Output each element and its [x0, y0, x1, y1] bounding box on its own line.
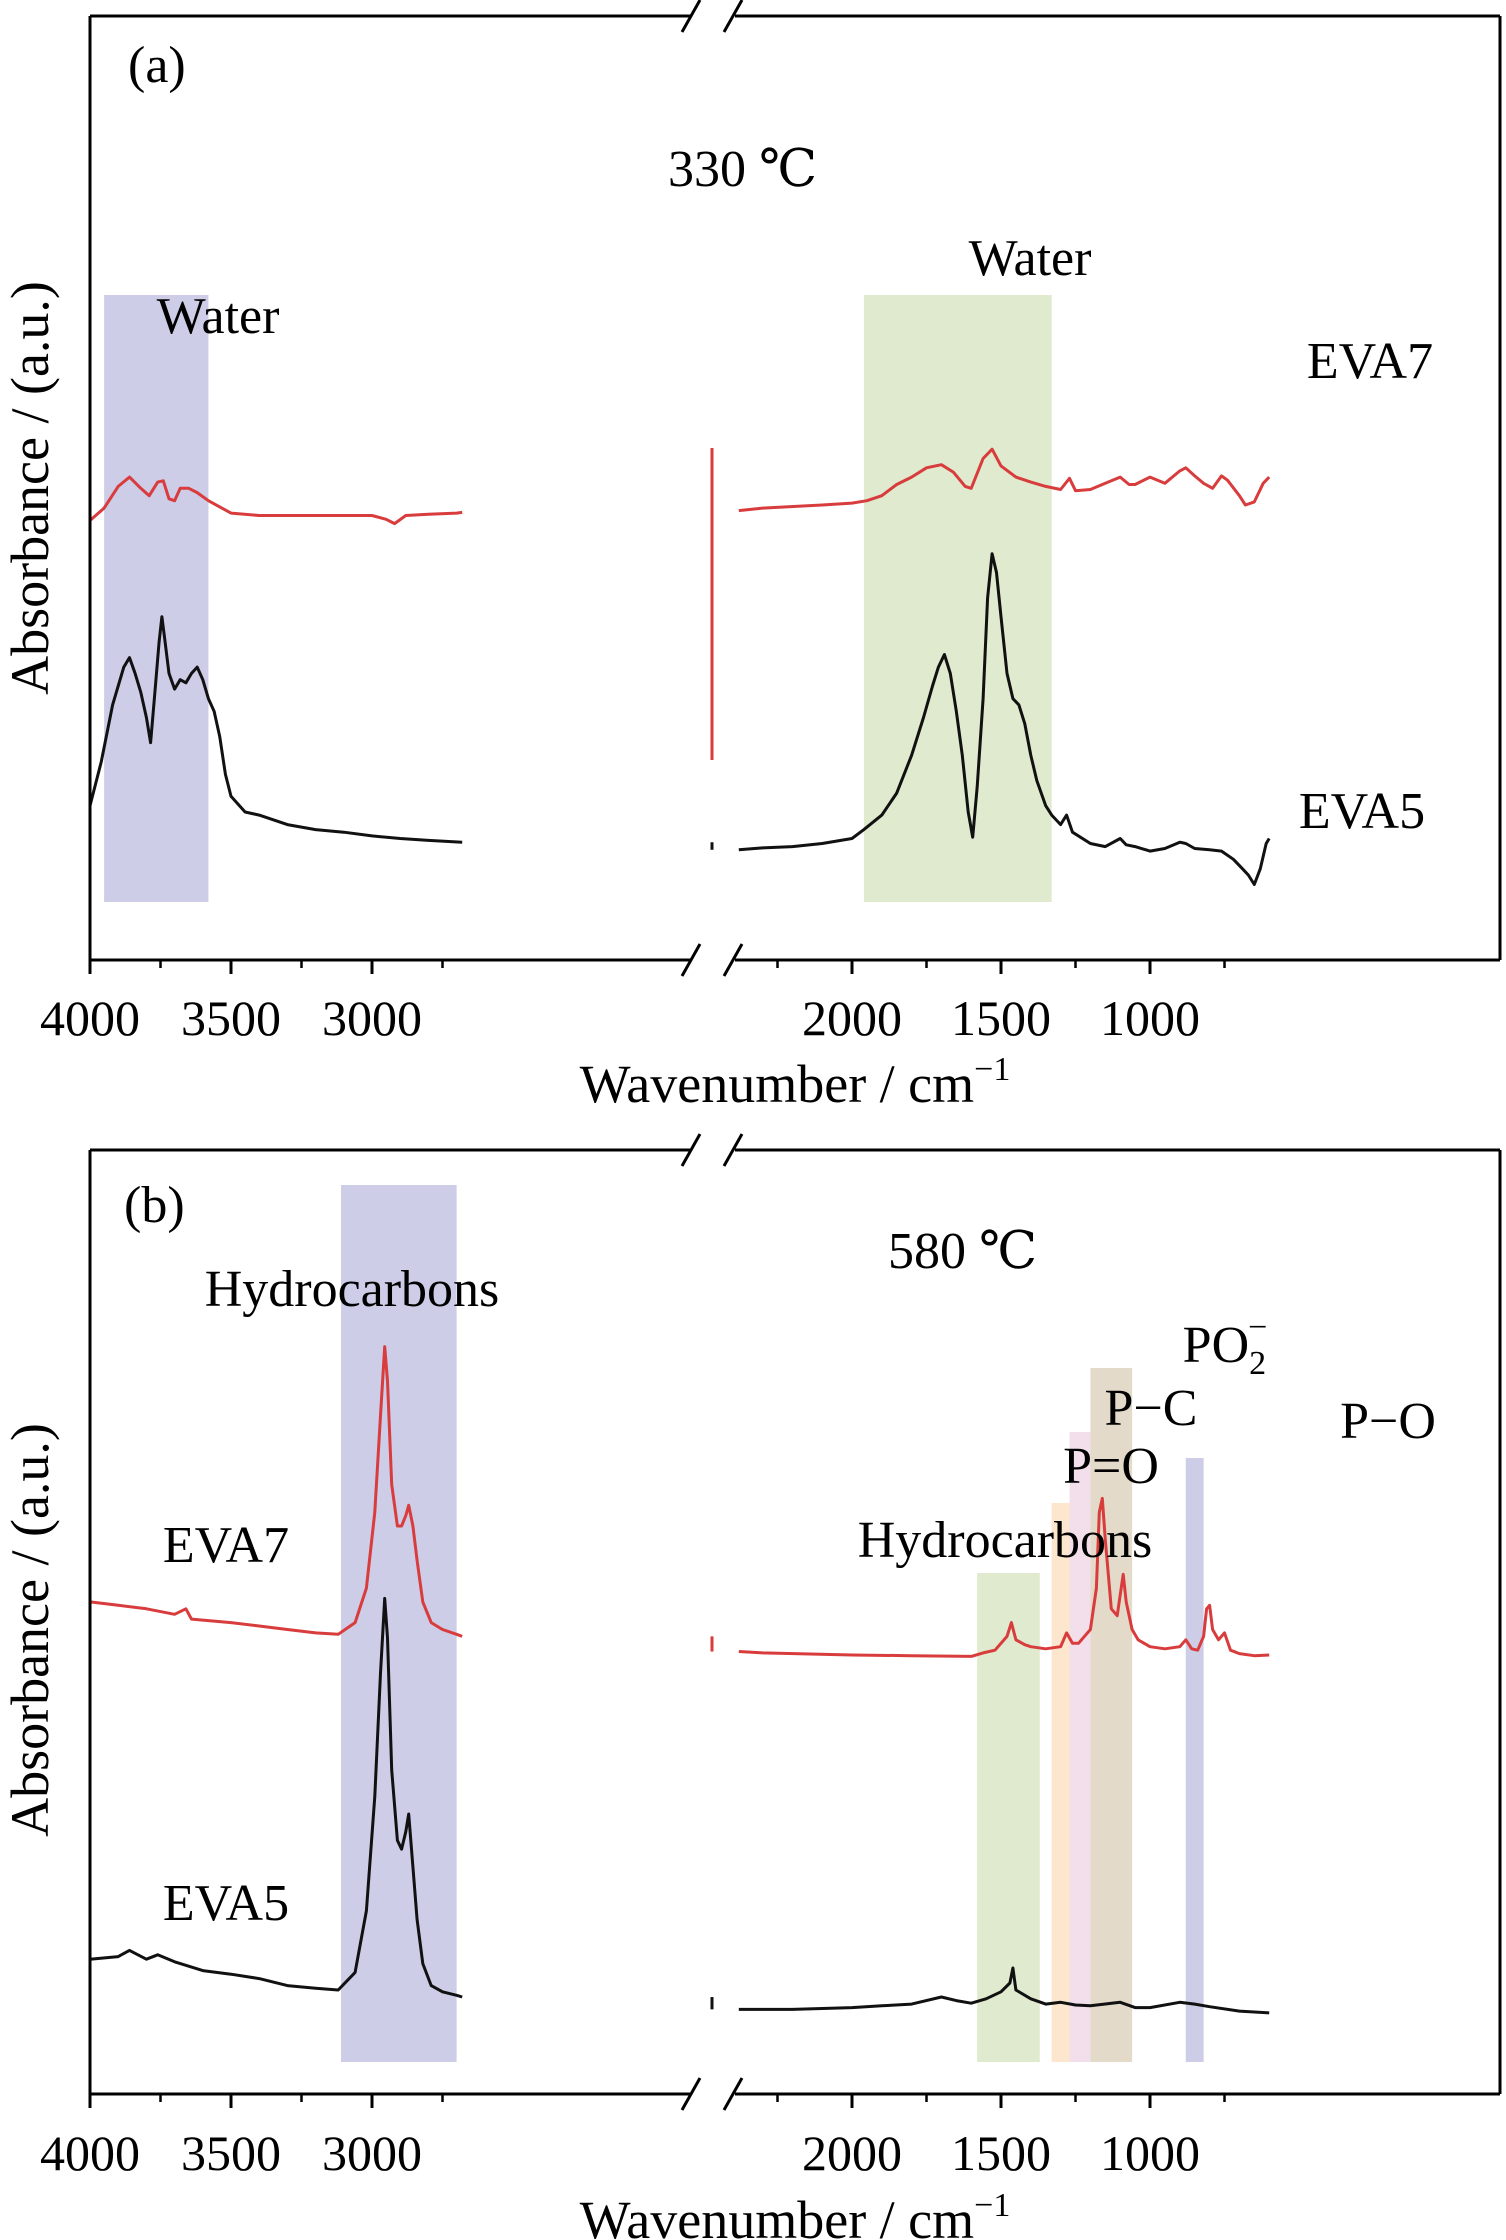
- axis-break-mark: [680, 2077, 702, 2111]
- x-tick-label: 3500: [181, 2125, 281, 2181]
- series-line-eva7: [89, 475, 463, 526]
- x-tick-label: 1500: [951, 990, 1051, 1046]
- series-line-eva5: [89, 1596, 463, 1999]
- temperature-label: 330 ℃: [668, 141, 817, 198]
- shaded-region: [977, 1573, 1040, 2062]
- x-axis-label: Wavenumber / cm−1: [580, 1051, 1011, 1114]
- region-label: Water: [969, 230, 1092, 287]
- x-tick-label: 1000: [1100, 990, 1200, 1046]
- panel-a: 4000 3500 3000 2000 1500 1000 Wavenumber / cm−…: [0, 0, 1502, 1114]
- region-label: PO2−: [1183, 1309, 1268, 1382]
- x-tick-label: 1500: [951, 2125, 1051, 2181]
- shaded-region: [1185, 1458, 1204, 2062]
- axis-break-mark: [722, 2077, 744, 2111]
- shaded-region: [104, 295, 209, 902]
- axis-break-mark: [722, 1133, 744, 1167]
- y-axis-label: Absorbance / (a.u.): [0, 281, 60, 695]
- region-label: P−O: [1340, 1393, 1436, 1450]
- region-label: Hydrocarbons: [205, 1261, 500, 1318]
- x-tick-label: 4000: [40, 990, 140, 1046]
- series-label-eva5: EVA5: [1299, 783, 1425, 840]
- series-line-eva7: [738, 1496, 1270, 1658]
- x-tick-label: 2000: [802, 990, 902, 1046]
- x-tick-label: 1000: [1100, 2125, 1200, 2181]
- region-label: P=O: [1063, 1438, 1159, 1495]
- temperature-label: 580 ℃: [888, 1223, 1037, 1280]
- shaded-region: [1051, 1503, 1070, 2062]
- series-line-eva7: [89, 1345, 463, 1638]
- x-tick-label: 3000: [322, 990, 422, 1046]
- x-tick-label: 3500: [181, 990, 281, 1046]
- x-tick-label: 3000: [322, 2125, 422, 2181]
- panel-label: (a): [128, 37, 186, 94]
- x-axis-label: Wavenumber / cm−1: [580, 2187, 1011, 2240]
- series-label-eva5: EVA5: [163, 1875, 289, 1932]
- shaded-region: [863, 295, 1052, 902]
- axis-break-mark: [680, 943, 702, 977]
- axis-break-mark: [722, 0, 744, 33]
- y-axis-label: Absorbance / (a.u.): [0, 1423, 60, 1837]
- axis-break-mark: [680, 1133, 702, 1167]
- axis-break-mark: [680, 0, 702, 33]
- series-label-eva7: EVA7: [163, 1517, 289, 1574]
- shaded-region: [1069, 1432, 1091, 2062]
- x-tick-label: 2000: [802, 2125, 902, 2181]
- series-line-eva5: [738, 1966, 1270, 2015]
- x-tick-label: 4000: [40, 2125, 140, 2181]
- series-label-eva7: EVA7: [1307, 333, 1433, 390]
- region-label: Water: [157, 288, 280, 345]
- panel-b: 4000 3500 3000 2000 1500 1000 Wavenumber / cm−…: [0, 1133, 1502, 2240]
- axis-break-mark: [722, 943, 744, 977]
- series-line-eva7: [738, 447, 1271, 513]
- panel-label: (b): [124, 1177, 185, 1234]
- series-line-eva5: [738, 552, 1271, 886]
- region-label: Hydrocarbons: [858, 1512, 1153, 1569]
- region-label: P−C: [1105, 1380, 1198, 1437]
- shaded-region: [1090, 1368, 1133, 2062]
- series-line-eva5: [88, 615, 463, 844]
- shaded-region: [340, 1185, 457, 2062]
